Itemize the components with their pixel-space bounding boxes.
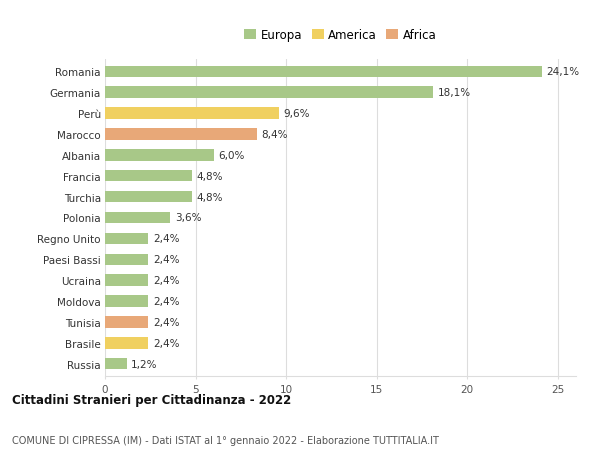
- Text: 2,4%: 2,4%: [153, 338, 179, 348]
- Legend: Europa, America, Africa: Europa, America, Africa: [239, 24, 442, 47]
- Bar: [105, 171, 192, 182]
- Bar: [105, 358, 127, 369]
- Text: 1,2%: 1,2%: [131, 359, 158, 369]
- Text: 2,4%: 2,4%: [153, 255, 179, 265]
- Text: 4,8%: 4,8%: [196, 192, 223, 202]
- Bar: [105, 191, 192, 203]
- Text: 2,4%: 2,4%: [153, 275, 179, 285]
- Bar: [105, 87, 433, 99]
- Bar: [105, 213, 170, 224]
- Bar: [105, 233, 148, 245]
- Bar: [105, 316, 148, 328]
- Text: 2,4%: 2,4%: [153, 317, 179, 327]
- Text: Cittadini Stranieri per Cittadinanza - 2022: Cittadini Stranieri per Cittadinanza - 2…: [12, 393, 291, 406]
- Bar: [105, 337, 148, 349]
- Text: 9,6%: 9,6%: [283, 109, 310, 119]
- Text: 3,6%: 3,6%: [175, 213, 201, 223]
- Bar: [105, 108, 279, 120]
- Bar: [105, 150, 214, 161]
- Text: 2,4%: 2,4%: [153, 297, 179, 306]
- Text: 18,1%: 18,1%: [437, 88, 470, 98]
- Bar: [105, 275, 148, 286]
- Text: 24,1%: 24,1%: [546, 67, 579, 77]
- Text: COMUNE DI CIPRESSA (IM) - Dati ISTAT al 1° gennaio 2022 - Elaborazione TUTTITALI: COMUNE DI CIPRESSA (IM) - Dati ISTAT al …: [12, 435, 439, 445]
- Text: 8,4%: 8,4%: [262, 130, 288, 140]
- Text: 2,4%: 2,4%: [153, 234, 179, 244]
- Bar: [105, 129, 257, 140]
- Bar: [105, 67, 542, 78]
- Bar: [105, 254, 148, 265]
- Text: 6,0%: 6,0%: [218, 151, 245, 161]
- Bar: [105, 296, 148, 307]
- Text: 4,8%: 4,8%: [196, 171, 223, 181]
